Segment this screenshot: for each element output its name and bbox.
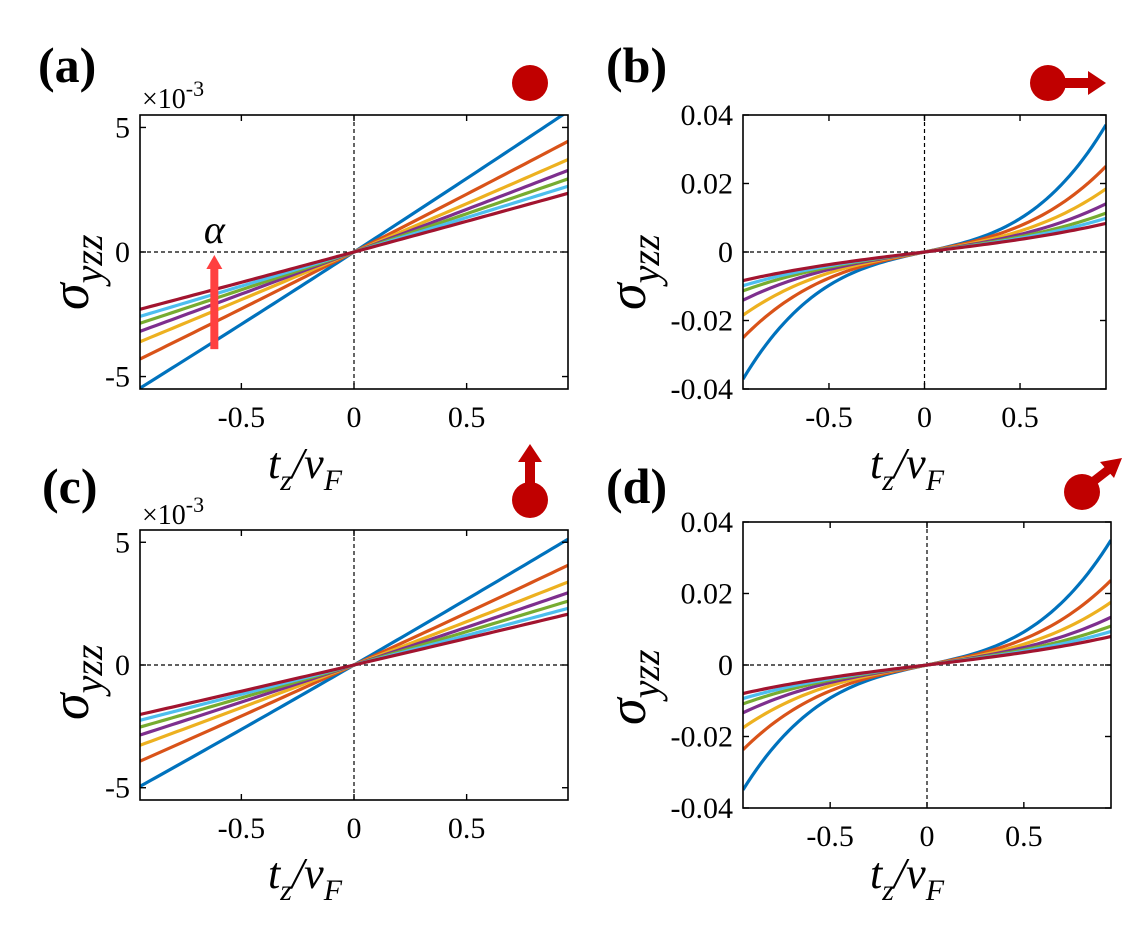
x-tick-label: 0 <box>347 401 362 434</box>
series-group <box>743 539 1111 791</box>
y-tick-label: 0 <box>115 236 130 269</box>
exponent-power: -3 <box>186 492 204 517</box>
x-label-F: F <box>323 464 343 497</box>
x-label-F: F <box>925 464 945 497</box>
x-tick-label: -0.5 <box>805 401 853 434</box>
x-tick-label: 0 <box>917 401 932 434</box>
y-label-sub: yzz <box>66 234 111 287</box>
panel-label: (d) <box>606 458 667 514</box>
y-tick-label: 0.04 <box>681 506 734 539</box>
x-tick-label: -0.5 <box>218 401 266 434</box>
panel-label: (b) <box>606 37 667 93</box>
panel-label: (a) <box>38 37 96 93</box>
x-axis-label: tz/vF <box>870 849 945 907</box>
exponent-base: ×10 <box>142 500 186 531</box>
y-tick-label: 0.02 <box>681 168 734 201</box>
x-tick-label: -0.5 <box>218 812 266 845</box>
y-tick-label: 5 <box>115 111 130 144</box>
y-label-sigma: σ <box>597 281 657 310</box>
exponent-label: ×10-3 <box>142 76 204 115</box>
y-tick-label: 0 <box>115 649 130 682</box>
panel-label: (c) <box>42 458 98 514</box>
y-tick-label: -0.04 <box>671 792 734 825</box>
y-axis-label: σyzz <box>597 234 668 310</box>
x-axis-label: tz/vF <box>268 849 343 907</box>
series-line-7 <box>743 634 1111 696</box>
y-tick-label: -5 <box>105 772 130 805</box>
x-label-F: F <box>925 874 945 907</box>
y-tick-label: -5 <box>105 361 130 394</box>
y-tick-label: 5 <box>115 526 130 559</box>
x-label-z: z <box>279 874 292 907</box>
y-label-sub: yzz <box>66 644 111 697</box>
x-axis-label: tz/vF <box>870 439 945 497</box>
x-label-v: /v <box>289 849 324 898</box>
y-axis-label: σyzz <box>40 234 111 310</box>
x-label-F: F <box>323 874 343 907</box>
x-tick-label: 0.5 <box>448 401 486 434</box>
y-tick-label: -0.02 <box>671 305 734 338</box>
x-label-z: z <box>279 464 292 497</box>
x-label-v: /v <box>289 439 324 488</box>
y-label-sub: yzz <box>623 234 668 287</box>
x-label-v: /v <box>891 849 926 898</box>
x-tick-label: 0.5 <box>448 812 486 845</box>
x-label-t: t <box>268 439 282 488</box>
y-label-sub: yzz <box>623 649 668 702</box>
series-group <box>140 537 568 788</box>
circle-icon <box>512 65 548 101</box>
x-tick-label: 0.5 <box>1005 820 1043 853</box>
x-label-t: t <box>268 849 282 898</box>
y-label-sigma: σ <box>40 281 100 310</box>
series-group <box>743 124 1106 380</box>
circle-arrow-right-icon <box>1030 65 1106 101</box>
y-tick-label: -0.04 <box>671 373 734 406</box>
y-axis-label: σyzz <box>40 644 111 720</box>
circle-arrow-diagonal-icon <box>1064 458 1122 510</box>
y-tick-label: 0 <box>718 236 733 269</box>
y-label-sigma: σ <box>40 691 100 720</box>
series-line-7 <box>743 221 1106 283</box>
x-label-z: z <box>881 874 894 907</box>
x-tick-label: 0 <box>347 812 362 845</box>
y-tick-label: 0 <box>718 649 733 682</box>
exponent-power: -3 <box>186 76 204 101</box>
x-label-t: t <box>870 439 884 488</box>
circle-arrow-up-icon <box>512 444 548 518</box>
series-line-7 <box>140 612 568 717</box>
x-label-v: /v <box>891 439 926 488</box>
y-axis-label: σyzz <box>597 649 668 725</box>
alpha-arrow <box>206 254 223 350</box>
x-tick-label: -0.5 <box>806 820 854 853</box>
x-label-z: z <box>881 464 894 497</box>
y-tick-label: 0.02 <box>681 578 734 611</box>
x-tick-label: 0 <box>920 820 935 853</box>
y-label-sigma: σ <box>597 696 657 725</box>
x-tick-label: 0.5 <box>1001 401 1039 434</box>
y-tick-label: -0.02 <box>671 721 734 754</box>
x-label-t: t <box>870 849 884 898</box>
exponent-base: ×10 <box>142 84 186 115</box>
alpha-label: α <box>204 207 226 252</box>
exponent-label: ×10-3 <box>142 492 204 531</box>
y-tick-label: 0.04 <box>681 99 734 132</box>
x-axis-label: tz/vF <box>268 439 343 497</box>
